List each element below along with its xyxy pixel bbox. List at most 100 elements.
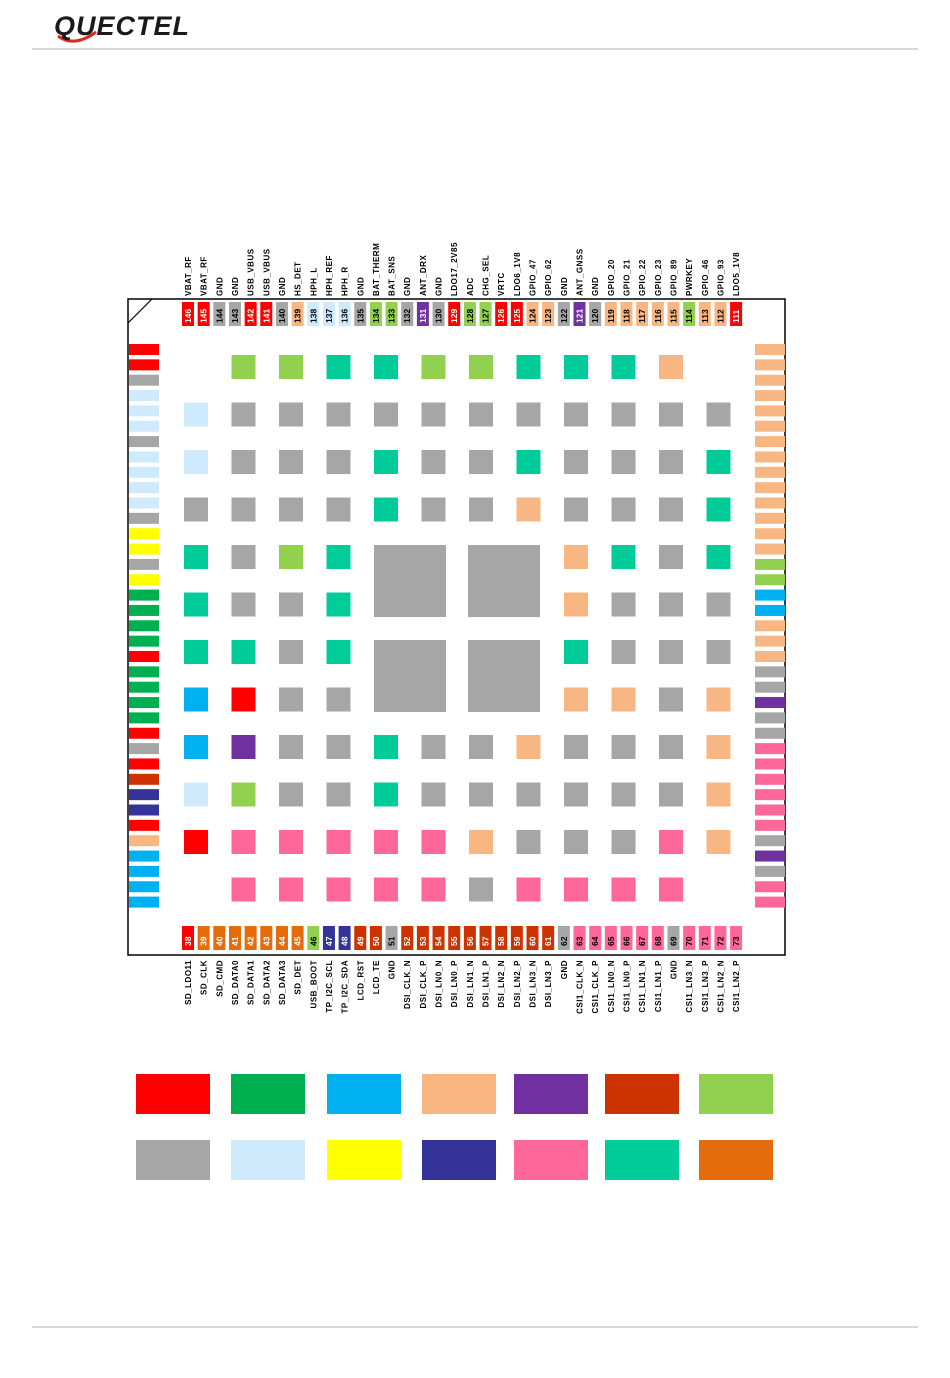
inner-pad-r2-c12 <box>706 402 731 427</box>
inner-pad-r10-c8 <box>516 782 541 807</box>
bottom-pin-label-70: CSI1_LN3_N <box>685 960 694 1013</box>
bottom-pin-label-59: DSI_LN2_P <box>513 960 522 1007</box>
top-pin-label-141: USB_VBUS <box>262 248 271 296</box>
inner-pad-r9-c7 <box>469 735 493 759</box>
bottom-pin-number-69: 69 <box>668 936 678 946</box>
right-pin-20 <box>755 635 785 647</box>
inner-pad-r10-c11 <box>659 782 683 807</box>
inner-pad-r11-c8 <box>516 830 541 854</box>
legend-swatch-red <box>136 1074 210 1114</box>
inner-pad-r4-c6 <box>421 497 446 522</box>
bottom-pin-label-68: CSI1_LN1_P <box>654 960 663 1012</box>
inner-pad-r6-c10 <box>611 592 636 617</box>
top-pin-125 <box>510 302 523 326</box>
inner-pad-r7-c1 <box>184 640 208 664</box>
legend-swatch-gray <box>136 1140 210 1180</box>
bottom-pin-number-40: 40 <box>214 936 224 946</box>
left-pin-22 <box>129 666 159 678</box>
pin1-chamfer-mark <box>127 298 153 324</box>
inner-pad-r5-c12 <box>706 545 731 569</box>
inner-pad-r9-c3 <box>279 735 303 759</box>
top-pin-127 <box>479 302 492 326</box>
top-pin-label-140: GND <box>278 277 287 296</box>
top-pin-137 <box>322 302 335 326</box>
center-ground-pad-2 <box>468 545 540 617</box>
bottom-pin-59 <box>510 926 523 950</box>
bottom-pin-number-62: 62 <box>559 936 569 946</box>
top-pin-144 <box>213 302 226 326</box>
bottom-pin-41 <box>228 926 241 950</box>
bottom-pin-69 <box>667 926 680 950</box>
bottom-pin-label-66: CSI1_LN0_P <box>622 960 631 1012</box>
bottom-pin-number-63: 63 <box>575 936 585 946</box>
right-pin-9 <box>755 466 785 478</box>
right-pin-7 <box>755 436 785 448</box>
bottom-pin-number-51: 51 <box>387 936 397 946</box>
top-pin-number-116: 116 <box>653 309 663 323</box>
top-pin-number-117: 117 <box>637 309 647 323</box>
inner-pad-r9-c6 <box>421 735 446 759</box>
top-pin-138 <box>307 302 320 326</box>
inner-pad-r4-c4 <box>326 497 351 522</box>
bottom-pin-number-70: 70 <box>684 936 694 946</box>
inner-pad-r12-c11 <box>659 877 683 902</box>
inner-pad-r11-c2 <box>231 830 256 854</box>
inner-pad-r12-c6 <box>421 877 446 902</box>
right-pin-1 <box>755 344 785 355</box>
right-pin-28 <box>755 758 785 770</box>
inner-pad-r12-c10 <box>611 877 636 902</box>
bottom-pin-label-61: DSI_LN3_P <box>544 960 553 1007</box>
inner-pad-r5-c9 <box>564 545 588 569</box>
inner-pad-r10-c12 <box>706 782 731 807</box>
left-pin-13 <box>129 528 159 540</box>
inner-pad-r1-c10 <box>611 355 636 379</box>
top-pin-number-118: 118 <box>621 309 631 323</box>
bottom-pin-number-44: 44 <box>277 936 287 946</box>
left-pin-5 <box>129 405 159 417</box>
inner-pad-r4-c11 <box>659 497 683 522</box>
top-pin-143 <box>228 302 241 326</box>
bottom-pin-number-41: 41 <box>230 936 240 946</box>
inner-pad-r6-c9 <box>564 592 588 617</box>
top-pin-label-133: BAT_SNS <box>388 256 397 296</box>
right-pin-33 <box>755 835 785 847</box>
inner-pad-r1-c6 <box>421 355 446 379</box>
bottom-pin-label-44: SD_DATA3 <box>278 960 287 1005</box>
top-pin-130 <box>432 302 445 326</box>
top-pin-number-126: 126 <box>496 309 506 323</box>
legend-swatch-blue <box>327 1074 401 1114</box>
left-pin-16 <box>129 574 159 586</box>
left-pin-24 <box>129 697 159 709</box>
center-ground-pad-1 <box>374 545 446 617</box>
inner-pad-r2-c4 <box>326 402 351 427</box>
inner-pad-r1-c3 <box>279 355 303 379</box>
bottom-pin-70 <box>683 926 696 950</box>
top-pin-136 <box>338 302 351 326</box>
inner-pad-r10-c9 <box>564 782 588 807</box>
bottom-pin-label-43: SD_DATA2 <box>262 960 271 1005</box>
bottom-pin-54 <box>432 926 445 950</box>
top-pin-number-115: 115 <box>668 309 678 323</box>
left-pin-7 <box>129 436 159 448</box>
bottom-pin-68 <box>651 926 664 950</box>
bottom-pin-number-67: 67 <box>637 936 647 946</box>
left-pin-8 <box>129 451 159 463</box>
inner-pad-r3-c9 <box>564 450 588 474</box>
left-pin-20 <box>129 635 159 647</box>
inner-pad-r3-c11 <box>659 450 683 474</box>
inner-pad-r2-c10 <box>611 402 636 427</box>
inner-pad-r3-c5 <box>374 450 398 474</box>
right-pin-36 <box>755 881 785 893</box>
inner-pad-r5-c2 <box>231 545 256 569</box>
inner-pad-r6-c3 <box>279 592 303 617</box>
top-pin-117 <box>636 302 649 326</box>
inner-pad-r11-c3 <box>279 830 303 854</box>
top-pin-number-135: 135 <box>355 309 365 323</box>
right-pin-14 <box>755 543 785 555</box>
inner-pad-r8-c4 <box>326 687 351 712</box>
bottom-pin-56 <box>463 926 476 950</box>
inner-pad-r1-c9 <box>564 355 588 379</box>
header-divider <box>32 48 918 50</box>
bottom-pin-number-55: 55 <box>449 936 459 946</box>
inner-pad-r12-c4 <box>326 877 351 902</box>
